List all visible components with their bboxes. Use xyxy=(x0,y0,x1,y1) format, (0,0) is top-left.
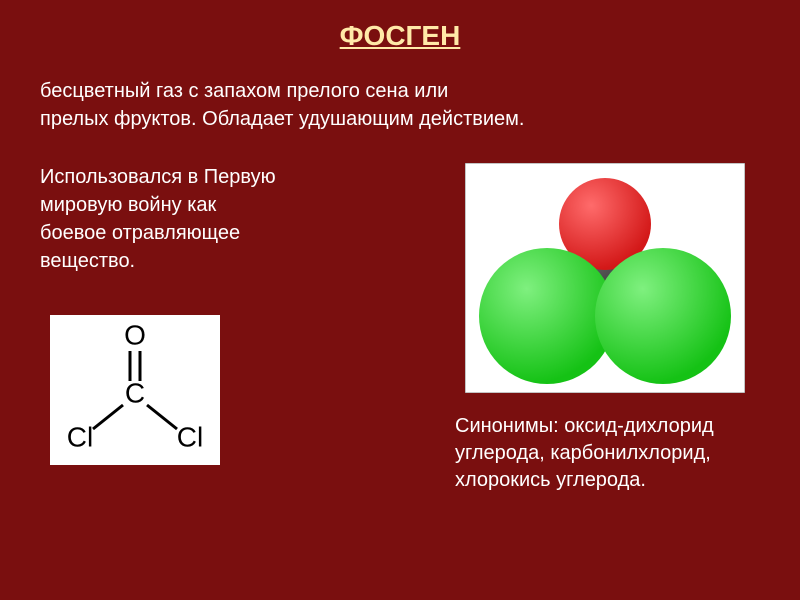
intro-line-1: бесцветный газ с запахом прелого сена ил… xyxy=(40,80,448,102)
molecule-3d-box xyxy=(465,163,745,393)
intro-text: бесцветный газ с запахом прелого сена ил… xyxy=(40,77,760,133)
synonyms-line-3: хлорокись углерода. xyxy=(455,469,646,491)
structural-formula-svg: O Cl Cl C xyxy=(50,315,220,465)
usage-line-4: вещество. xyxy=(40,250,135,272)
synonyms-line-2: углерода, карбонилхлорид, xyxy=(455,442,711,464)
right-column: Синонимы: оксид-дихлорид углерода, карбо… xyxy=(450,163,760,494)
left-column: Использовался в Первую мировую войну как… xyxy=(40,163,420,465)
usage-line-3: боевое отравляющее xyxy=(40,222,240,244)
content-columns: Использовался в Первую мировую войну как… xyxy=(40,163,760,494)
svg-text:O: O xyxy=(124,319,146,350)
svg-text:C: C xyxy=(125,377,145,408)
synonyms-line-1: Синонимы: оксид-дихлорид xyxy=(455,415,714,437)
slide-title: ФОСГЕН xyxy=(40,20,760,52)
intro-line-2: прелых фруктов. Обладает удушающим дейст… xyxy=(40,108,524,130)
svg-text:Cl: Cl xyxy=(177,421,203,452)
usage-line-2: мировую войну как xyxy=(40,194,216,216)
usage-line-1: Использовался в Первую xyxy=(40,166,276,188)
usage-text: Использовался в Первую мировую войну как… xyxy=(40,163,420,275)
synonyms-text: Синонимы: оксид-дихлорид углерода, карбо… xyxy=(450,413,760,494)
structural-formula-box: O Cl Cl C xyxy=(50,315,220,465)
slide: ФОСГЕН бесцветный газ с запахом прелого … xyxy=(0,0,800,600)
svg-text:Cl: Cl xyxy=(67,421,93,452)
molecule-3d-svg xyxy=(465,163,745,393)
